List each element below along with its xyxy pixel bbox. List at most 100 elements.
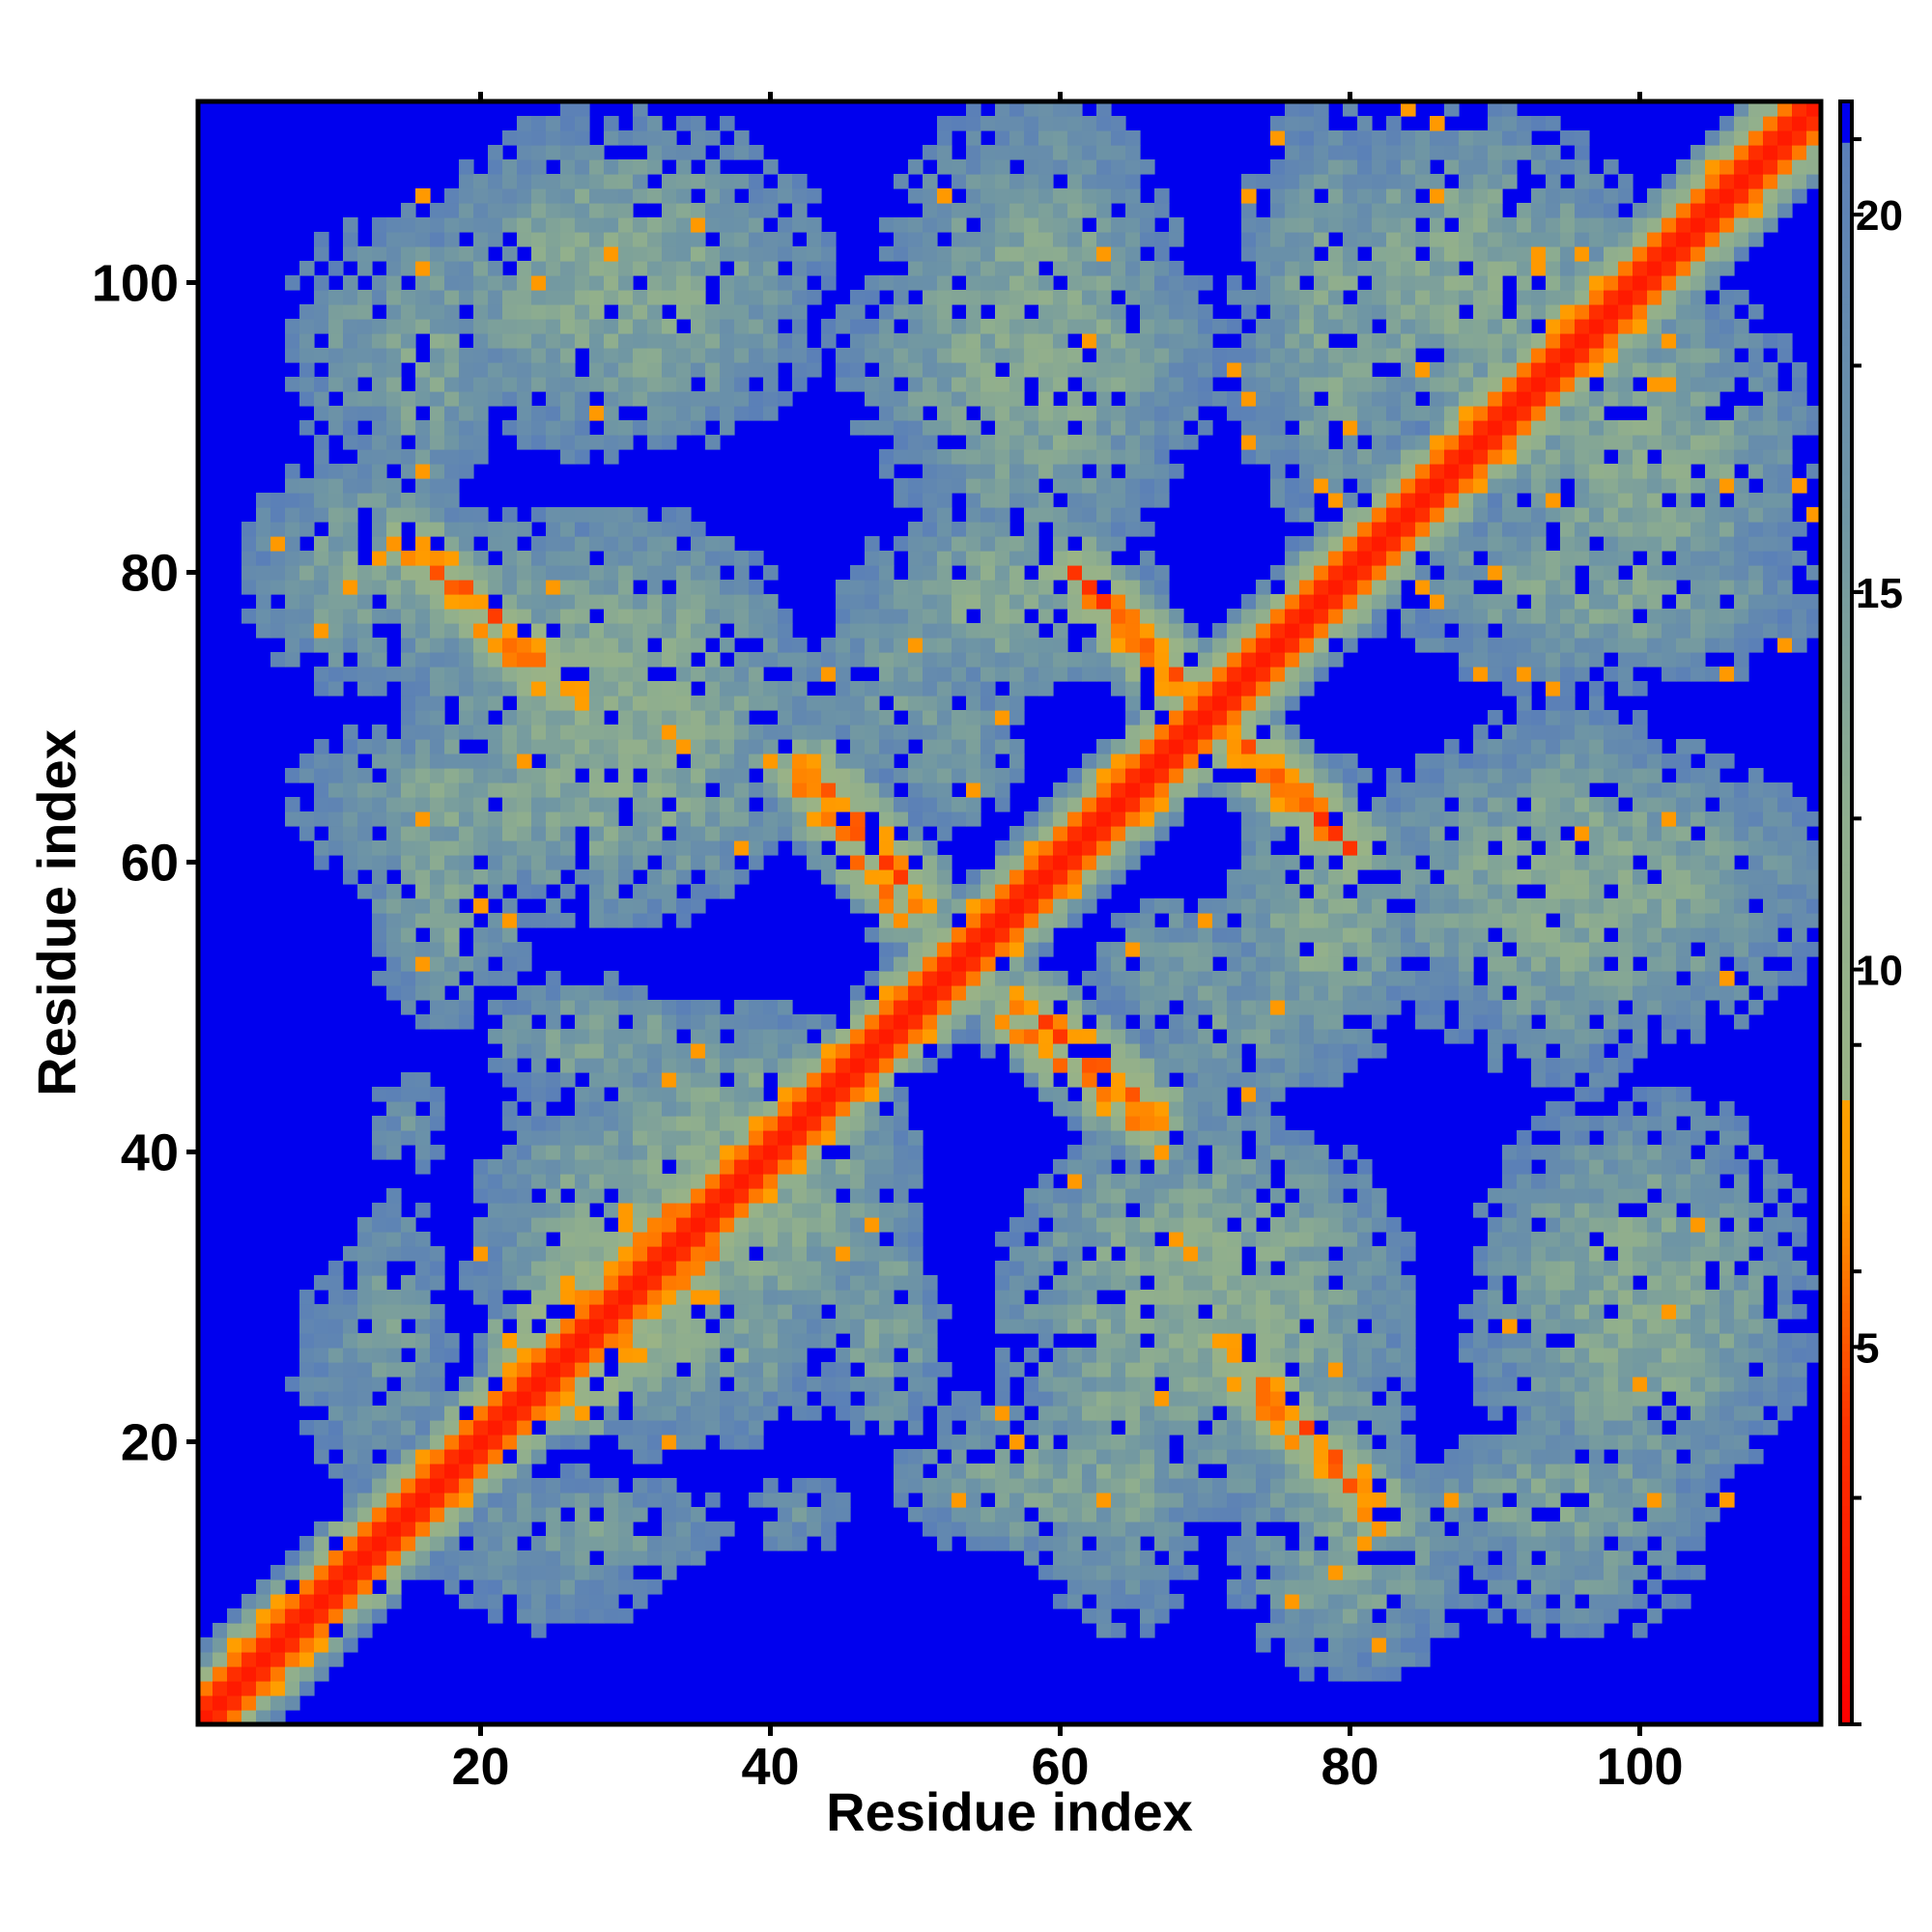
heatmap-cell — [1009, 826, 1025, 841]
heatmap-cell — [1154, 811, 1170, 827]
heatmap-cell — [1038, 811, 1054, 827]
heatmap-cell — [401, 1290, 416, 1305]
heatmap-cell — [604, 797, 619, 812]
heatmap-cell — [1169, 406, 1184, 421]
heatmap-cell — [749, 1116, 764, 1131]
heatmap-cell — [1140, 1391, 1155, 1406]
heatmap-cell — [952, 290, 967, 305]
heatmap-cell — [314, 1579, 329, 1595]
heatmap-cell — [1154, 1579, 1170, 1595]
heatmap-cell — [1053, 1217, 1068, 1233]
heatmap-cell — [357, 1232, 373, 1247]
heatmap-cell — [328, 551, 344, 566]
heatmap-cell — [1009, 667, 1025, 682]
heatmap-cell — [1256, 782, 1271, 798]
heatmap-cell — [430, 1246, 445, 1262]
heatmap-cell — [633, 1174, 648, 1189]
heatmap-cell — [502, 130, 518, 146]
heatmap-cell — [865, 768, 880, 783]
heatmap-cell — [444, 1478, 460, 1493]
heatmap-cell — [1140, 913, 1155, 928]
heatmap-cell — [256, 1652, 271, 1667]
heatmap-cell — [415, 768, 431, 783]
heatmap-cell — [357, 290, 373, 305]
heatmap-cell — [676, 1275, 692, 1291]
heatmap-cell — [1096, 1101, 1112, 1117]
heatmap-cell — [1198, 1492, 1213, 1508]
heatmap-cell — [705, 623, 721, 639]
heatmap-cell — [1111, 362, 1126, 378]
heatmap-cell — [1082, 536, 1097, 552]
heatmap-cell — [662, 1145, 677, 1160]
heatmap-cell — [488, 1174, 503, 1189]
heatmap-cell — [1082, 246, 1097, 262]
heatmap-cell — [865, 377, 880, 392]
heatmap-cell — [502, 869, 518, 885]
heatmap-cell — [908, 898, 923, 914]
heatmap-cell — [1212, 942, 1228, 957]
heatmap-cell — [836, 869, 851, 885]
heatmap-cell — [430, 884, 445, 899]
heatmap-cell — [299, 304, 315, 320]
heatmap-cell — [691, 623, 706, 639]
heatmap-cell — [618, 565, 634, 581]
heatmap-cell — [894, 739, 909, 754]
heatmap-cell — [966, 203, 981, 218]
heatmap-cell — [850, 319, 866, 334]
heatmap-cell — [691, 710, 706, 725]
heatmap-cell — [575, 449, 590, 465]
heatmap-cell — [995, 493, 1010, 508]
heatmap-cell — [1125, 406, 1141, 421]
heatmap-cell — [502, 348, 518, 363]
heatmap-cell — [995, 594, 1010, 610]
heatmap-cell — [1256, 1246, 1271, 1262]
heatmap-cell — [430, 522, 445, 537]
heatmap-cell — [734, 377, 750, 392]
heatmap-cell — [1256, 1391, 1271, 1406]
heatmap-cell — [343, 768, 358, 783]
heatmap-cell — [1198, 377, 1213, 392]
heatmap-cell — [705, 710, 721, 725]
heatmap-cell — [1009, 319, 1025, 334]
heatmap-cell — [1227, 884, 1242, 899]
heatmap-cell — [1125, 652, 1141, 668]
heatmap-cell — [966, 319, 981, 334]
heatmap-cell — [517, 1362, 532, 1378]
heatmap-cell — [343, 1391, 358, 1406]
heatmap-cell — [560, 420, 576, 436]
heatmap-cell — [1212, 696, 1228, 711]
heatmap-cell — [923, 609, 938, 624]
heatmap-cell — [966, 449, 981, 465]
heatmap-cell — [1096, 1145, 1112, 1160]
heatmap-cell — [459, 840, 474, 856]
heatmap-cell — [633, 1478, 648, 1493]
heatmap-cell — [633, 1594, 648, 1609]
heatmap-cell — [734, 696, 750, 711]
heatmap-cell — [691, 116, 706, 131]
heatmap-cell — [865, 782, 880, 798]
heatmap-cell — [589, 304, 605, 320]
heatmap-cell — [1024, 1000, 1039, 1015]
heatmap-cell — [749, 1174, 764, 1189]
heatmap-cell — [1241, 724, 1257, 740]
heatmap-cell — [473, 304, 489, 320]
heatmap-cell — [1082, 1579, 1097, 1595]
heatmap-cell — [357, 739, 373, 754]
heatmap-cell — [995, 797, 1010, 812]
heatmap-cell — [821, 811, 837, 827]
heatmap-cell — [1183, 1290, 1199, 1305]
heatmap-cell — [1154, 942, 1170, 957]
heatmap-cell — [270, 551, 286, 566]
heatmap-cell — [792, 1101, 808, 1117]
heatmap-cell — [1024, 1420, 1039, 1435]
heatmap-cell — [705, 1275, 721, 1291]
heatmap-cell — [662, 1521, 677, 1537]
heatmap-cell — [792, 811, 808, 827]
heatmap-cell — [1125, 1043, 1141, 1059]
heatmap-cell — [1227, 1304, 1242, 1320]
heatmap-cell — [937, 1043, 952, 1059]
heatmap-cell — [618, 1000, 634, 1015]
heatmap-cell — [720, 362, 735, 378]
heatmap-cell — [720, 580, 735, 595]
heatmap-cell — [473, 333, 489, 349]
